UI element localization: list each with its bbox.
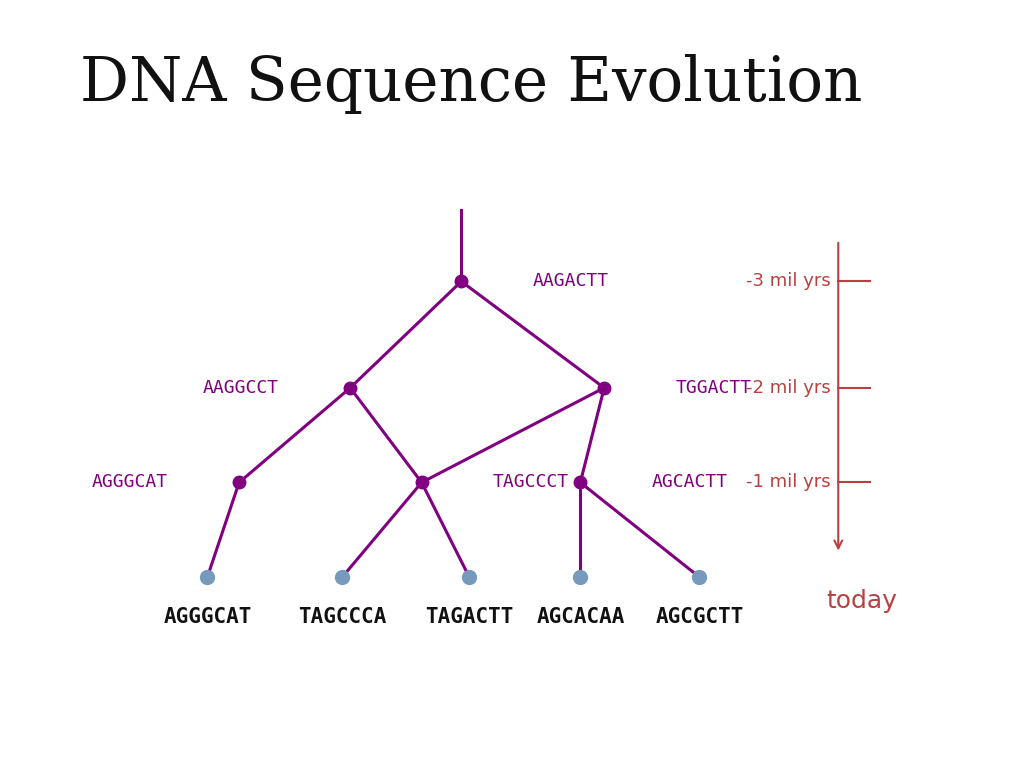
Text: -3 mil yrs: -3 mil yrs [745, 273, 830, 290]
Text: -1 mil yrs: -1 mil yrs [745, 473, 830, 492]
Text: AGGGCAT: AGGGCAT [163, 607, 252, 627]
Text: -2 mil yrs: -2 mil yrs [745, 379, 830, 397]
Text: AGCACAA: AGCACAA [537, 607, 625, 627]
Text: TAGCCCA: TAGCCCA [298, 607, 386, 627]
Text: TAGACTT: TAGACTT [425, 607, 513, 627]
Text: TAGCCCT: TAGCCCT [494, 473, 569, 492]
Text: AGGGCAT: AGGGCAT [91, 473, 168, 492]
Text: DNA Sequence Evolution: DNA Sequence Evolution [80, 54, 862, 114]
Text: AAGACTT: AAGACTT [532, 273, 609, 290]
Text: AGCGCTT: AGCGCTT [655, 607, 743, 627]
Text: TGGACTT: TGGACTT [676, 379, 752, 397]
Text: today: today [826, 589, 897, 613]
Text: AAGGCCT: AAGGCCT [203, 379, 279, 397]
Text: AGCACTT: AGCACTT [651, 473, 728, 492]
